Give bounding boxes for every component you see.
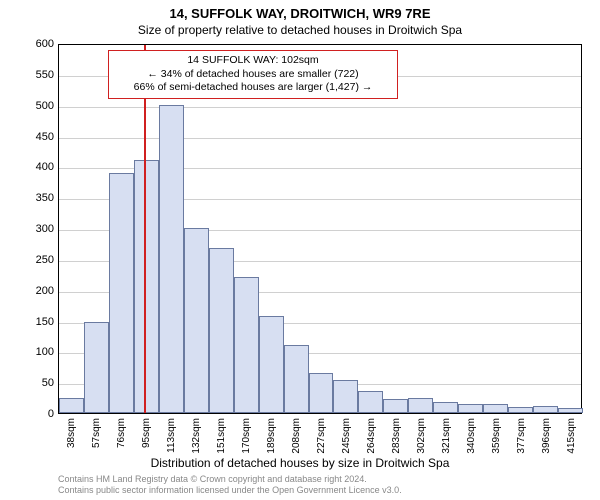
annotation-box: 14 SUFFOLK WAY: 102sqm ← 34% of detached… <box>108 50 398 99</box>
histogram-bar <box>408 398 433 413</box>
x-axis-label: Distribution of detached houses by size … <box>0 456 600 470</box>
x-tick-label: 359sqm <box>491 418 502 454</box>
x-tick-label: 340sqm <box>466 418 477 454</box>
x-tick-label: 227sqm <box>316 418 327 454</box>
y-tick-label: 0 <box>24 408 54 420</box>
x-tick-label: 302sqm <box>416 418 427 454</box>
histogram-bar <box>433 402 458 413</box>
y-tick-label: 250 <box>24 254 54 266</box>
x-tick-label: 245sqm <box>341 418 352 454</box>
y-tick-label: 450 <box>24 131 54 143</box>
annotation-line-1: 14 SUFFOLK WAY: 102sqm <box>115 54 391 68</box>
y-tick-label: 50 <box>24 377 54 389</box>
histogram-bar <box>59 398 84 413</box>
y-tick-label: 350 <box>24 192 54 204</box>
x-tick-label: 95sqm <box>141 418 152 448</box>
x-tick-label: 76sqm <box>116 418 127 448</box>
x-tick-label: 208sqm <box>291 418 302 454</box>
histogram-bar <box>309 373 334 413</box>
histogram-bar <box>159 105 184 413</box>
x-tick-label: 189sqm <box>266 418 277 454</box>
y-tick-label: 200 <box>24 285 54 297</box>
histogram-bar <box>533 406 558 413</box>
histogram-bar <box>84 322 109 413</box>
histogram-bar <box>109 173 134 414</box>
chart-area: Number of detached properties 14 SUFFOLK… <box>58 44 582 414</box>
histogram-bar <box>458 404 483 413</box>
attribution-line-1: Contains HM Land Registry data © Crown c… <box>58 474 590 485</box>
attribution-text: Contains HM Land Registry data © Crown c… <box>58 474 590 496</box>
gridline <box>59 138 581 139</box>
x-tick-label: 377sqm <box>516 418 527 454</box>
property-marker-line <box>144 45 146 413</box>
histogram-bar <box>558 408 583 413</box>
histogram-bar <box>508 407 533 413</box>
y-tick-label: 500 <box>24 100 54 112</box>
x-tick-label: 38sqm <box>66 418 77 448</box>
x-tick-label: 321sqm <box>441 418 452 454</box>
y-tick-label: 550 <box>24 69 54 81</box>
attribution-line-2: Contains public sector information licen… <box>58 485 590 496</box>
annotation-line-3: 66% of semi-detached houses are larger (… <box>115 81 391 95</box>
y-tick-label: 400 <box>24 161 54 173</box>
x-tick-label: 283sqm <box>391 418 402 454</box>
histogram-bar <box>134 160 159 413</box>
x-tick-label: 264sqm <box>366 418 377 454</box>
x-tick-label: 415sqm <box>566 418 577 454</box>
x-tick-label: 57sqm <box>91 418 102 448</box>
x-tick-label: 132sqm <box>191 418 202 454</box>
histogram-bar <box>259 316 284 413</box>
x-tick-label: 151sqm <box>216 418 227 454</box>
annotation-line-2: ← 34% of detached houses are smaller (72… <box>115 68 391 82</box>
x-tick-label: 113sqm <box>166 418 177 453</box>
y-tick-label: 300 <box>24 223 54 235</box>
x-tick-label: 396sqm <box>541 418 552 454</box>
histogram-bar <box>284 345 309 413</box>
chart-title-main: 14, SUFFOLK WAY, DROITWICH, WR9 7RE <box>0 6 600 21</box>
x-tick-label: 170sqm <box>241 418 252 454</box>
histogram-bar <box>209 248 234 413</box>
histogram-bar <box>234 277 259 413</box>
y-tick-label: 100 <box>24 346 54 358</box>
plot-area <box>58 44 582 414</box>
y-tick-label: 150 <box>24 316 54 328</box>
histogram-bar <box>483 404 508 413</box>
histogram-bar <box>358 391 383 413</box>
histogram-bar <box>383 399 408 413</box>
y-tick-label: 600 <box>24 38 54 50</box>
gridline <box>59 107 581 108</box>
histogram-bar <box>333 380 358 413</box>
histogram-bar <box>184 228 209 413</box>
chart-title-sub: Size of property relative to detached ho… <box>0 23 600 37</box>
